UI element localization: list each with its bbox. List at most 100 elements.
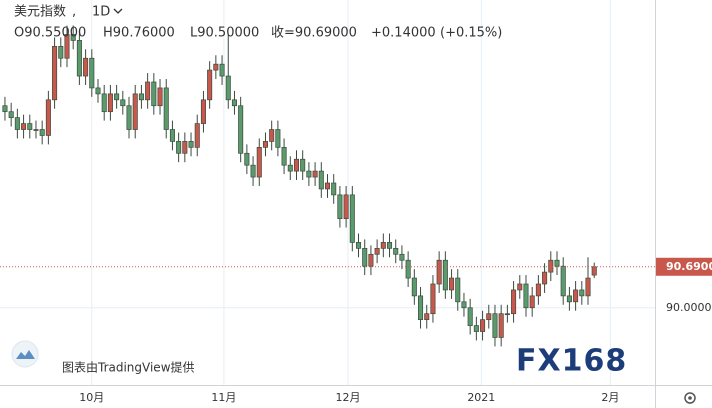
candle-body — [461, 301, 467, 309]
candle-body — [176, 141, 182, 154]
change-pct-label: (+0.15%) — [440, 26, 502, 41]
candle-body — [52, 45, 58, 101]
candle-body — [573, 289, 579, 303]
candle-body — [145, 81, 151, 101]
candle-body — [411, 277, 417, 297]
candle-body — [393, 247, 399, 255]
candle-body — [151, 81, 157, 107]
candle-body — [405, 259, 411, 279]
candle-body — [64, 34, 70, 59]
candle-body — [101, 93, 107, 113]
candle-body — [8, 111, 14, 118]
separator: , — [72, 5, 76, 20]
candle-body — [455, 277, 461, 303]
candle-body — [238, 105, 244, 154]
candle-body — [300, 158, 306, 172]
candle-body — [21, 123, 27, 130]
candle-body — [138, 93, 144, 101]
last-price-label: 90.69000 — [666, 260, 712, 273]
attribution-text: 图表由TradingView提供 — [62, 360, 195, 375]
settings-button[interactable] — [684, 392, 696, 404]
candle-body — [436, 259, 442, 285]
last-price-box — [656, 257, 712, 276]
candle-body — [244, 152, 250, 166]
candle-body — [529, 295, 535, 309]
interval-dropdown[interactable] — [113, 8, 123, 14]
candle-body — [585, 277, 591, 297]
candle-body — [83, 57, 89, 77]
candle-body — [275, 129, 281, 148]
candle-body — [449, 277, 455, 291]
low-label: L90.50000 — [190, 26, 259, 41]
candle-body — [95, 87, 101, 95]
gear-icon[interactable] — [684, 392, 696, 404]
candle-body — [76, 40, 82, 77]
gear-center — [688, 396, 692, 400]
candle-body — [387, 242, 393, 249]
candle-body — [163, 87, 169, 130]
candle-body — [27, 123, 33, 130]
candle-body — [225, 75, 231, 101]
candle-body — [343, 194, 349, 219]
candle-body — [194, 123, 200, 148]
candle-body — [70, 34, 76, 41]
candle-body — [424, 313, 430, 320]
candle-body — [14, 117, 20, 130]
candle-body — [250, 164, 256, 178]
x-tick-label: 11月 — [211, 391, 236, 404]
candle-body — [511, 289, 517, 315]
candle-body — [213, 63, 219, 71]
candle-body — [542, 271, 548, 285]
candle-body — [188, 141, 194, 148]
candle-body — [107, 93, 113, 113]
candle-body — [114, 93, 120, 101]
candle-body — [157, 87, 163, 107]
candle-body — [480, 319, 486, 332]
plot-area — [0, 0, 655, 385]
candle-body — [548, 259, 554, 273]
candle-body — [207, 69, 213, 101]
candle-body — [535, 283, 541, 297]
change-label: +0.14000 — [371, 26, 436, 41]
candle-body — [362, 247, 368, 267]
interval[interactable]: 1D — [92, 5, 110, 20]
candle-body — [33, 129, 39, 131]
candle-body — [169, 129, 175, 142]
candle-body — [219, 63, 225, 77]
candle-body — [349, 194, 355, 243]
candle-body — [554, 259, 560, 267]
candle-body — [318, 170, 324, 190]
candle-body — [312, 170, 318, 178]
candle-body — [430, 283, 436, 315]
header: 美元指数 , 1D O90.55000 H90.76000 L90.50000 … — [14, 5, 502, 41]
candle-body — [269, 129, 275, 142]
candle-body — [380, 242, 386, 249]
candle-body — [231, 99, 237, 107]
high-label: H90.76000 — [103, 26, 175, 41]
candle-body — [306, 170, 312, 178]
y-tick-label: 90.00000 — [666, 301, 712, 314]
candle-body — [337, 194, 343, 219]
candle-body — [591, 266, 597, 276]
candle-body — [58, 45, 64, 59]
candle-body — [120, 99, 126, 107]
candle-body — [293, 158, 300, 172]
candle-body — [2, 105, 8, 113]
close-label: 收=90.69000 — [271, 26, 357, 41]
candle-body — [132, 93, 138, 130]
watermark: FX168 — [516, 344, 627, 379]
candle-body — [579, 289, 585, 297]
candle-body — [399, 253, 405, 261]
candle-body — [324, 182, 331, 190]
candle-body — [200, 99, 206, 124]
candle-body — [523, 283, 529, 309]
open-label: O90.55000 — [14, 26, 86, 41]
title: 美元指数 — [14, 5, 66, 20]
candle-body — [182, 141, 188, 154]
attribution[interactable]: 图表由TradingView提供 — [11, 340, 195, 375]
candle-body — [486, 313, 492, 320]
candle-body — [504, 313, 510, 316]
x-tick-label: 2021 — [467, 391, 495, 404]
candle-body — [39, 129, 45, 136]
